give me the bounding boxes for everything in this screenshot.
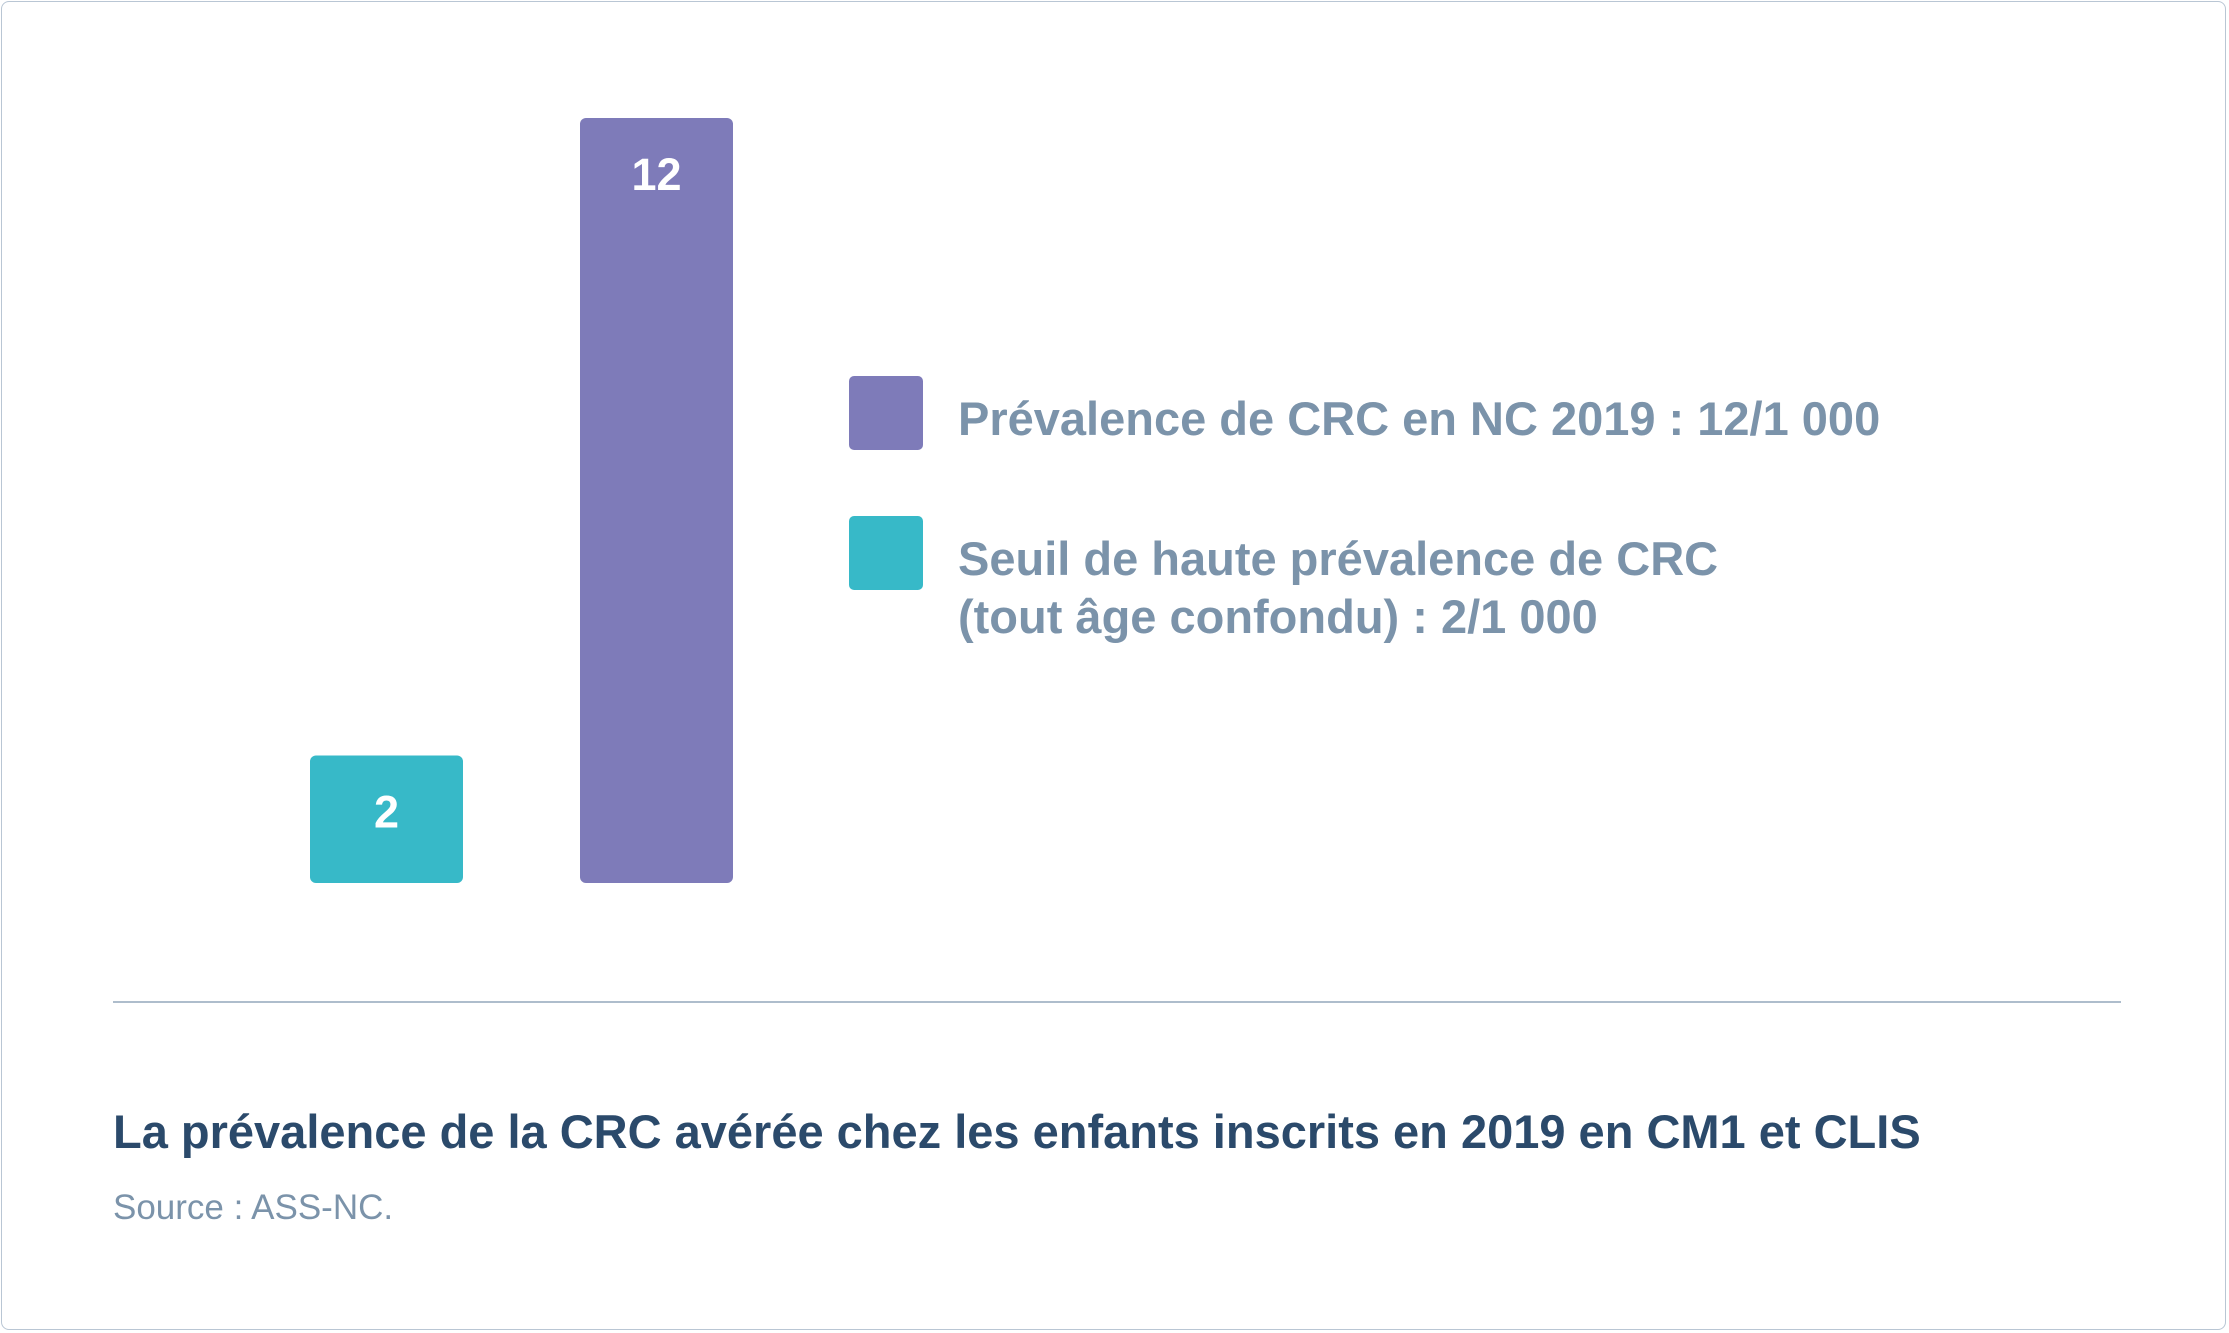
- bar-prevalence: [580, 118, 733, 883]
- chart-title: La prévalence de la CRC avérée chez les …: [113, 1105, 1921, 1158]
- legend-item-threshold: Seuil de haute prévalence de CRC (tout â…: [849, 516, 1880, 646]
- bar-chart-svg: 2 12: [310, 118, 733, 883]
- legend: Prévalence de CRC en NC 2019 : 12/1 000 …: [849, 376, 1880, 712]
- chart-source: Source : ASS-NC.: [113, 1188, 394, 1227]
- legend-item-prevalence: Prévalence de CRC en NC 2019 : 12/1 000: [849, 376, 1880, 450]
- plot-area: 2 12: [2, 2, 902, 902]
- bar-threshold: [310, 755, 463, 883]
- legend-label-prevalence: Prévalence de CRC en NC 2019 : 12/1 000: [958, 392, 1881, 445]
- legend-label-threshold: Seuil de haute prévalence de CRC (tout â…: [958, 532, 1719, 643]
- bar-value-label-prevalence: 12: [631, 149, 681, 200]
- divider: [113, 1001, 2121, 1003]
- legend-swatch-threshold: [849, 516, 923, 590]
- legend-swatch-prevalence: [849, 376, 923, 450]
- bar-value-label-threshold: 2: [374, 787, 399, 838]
